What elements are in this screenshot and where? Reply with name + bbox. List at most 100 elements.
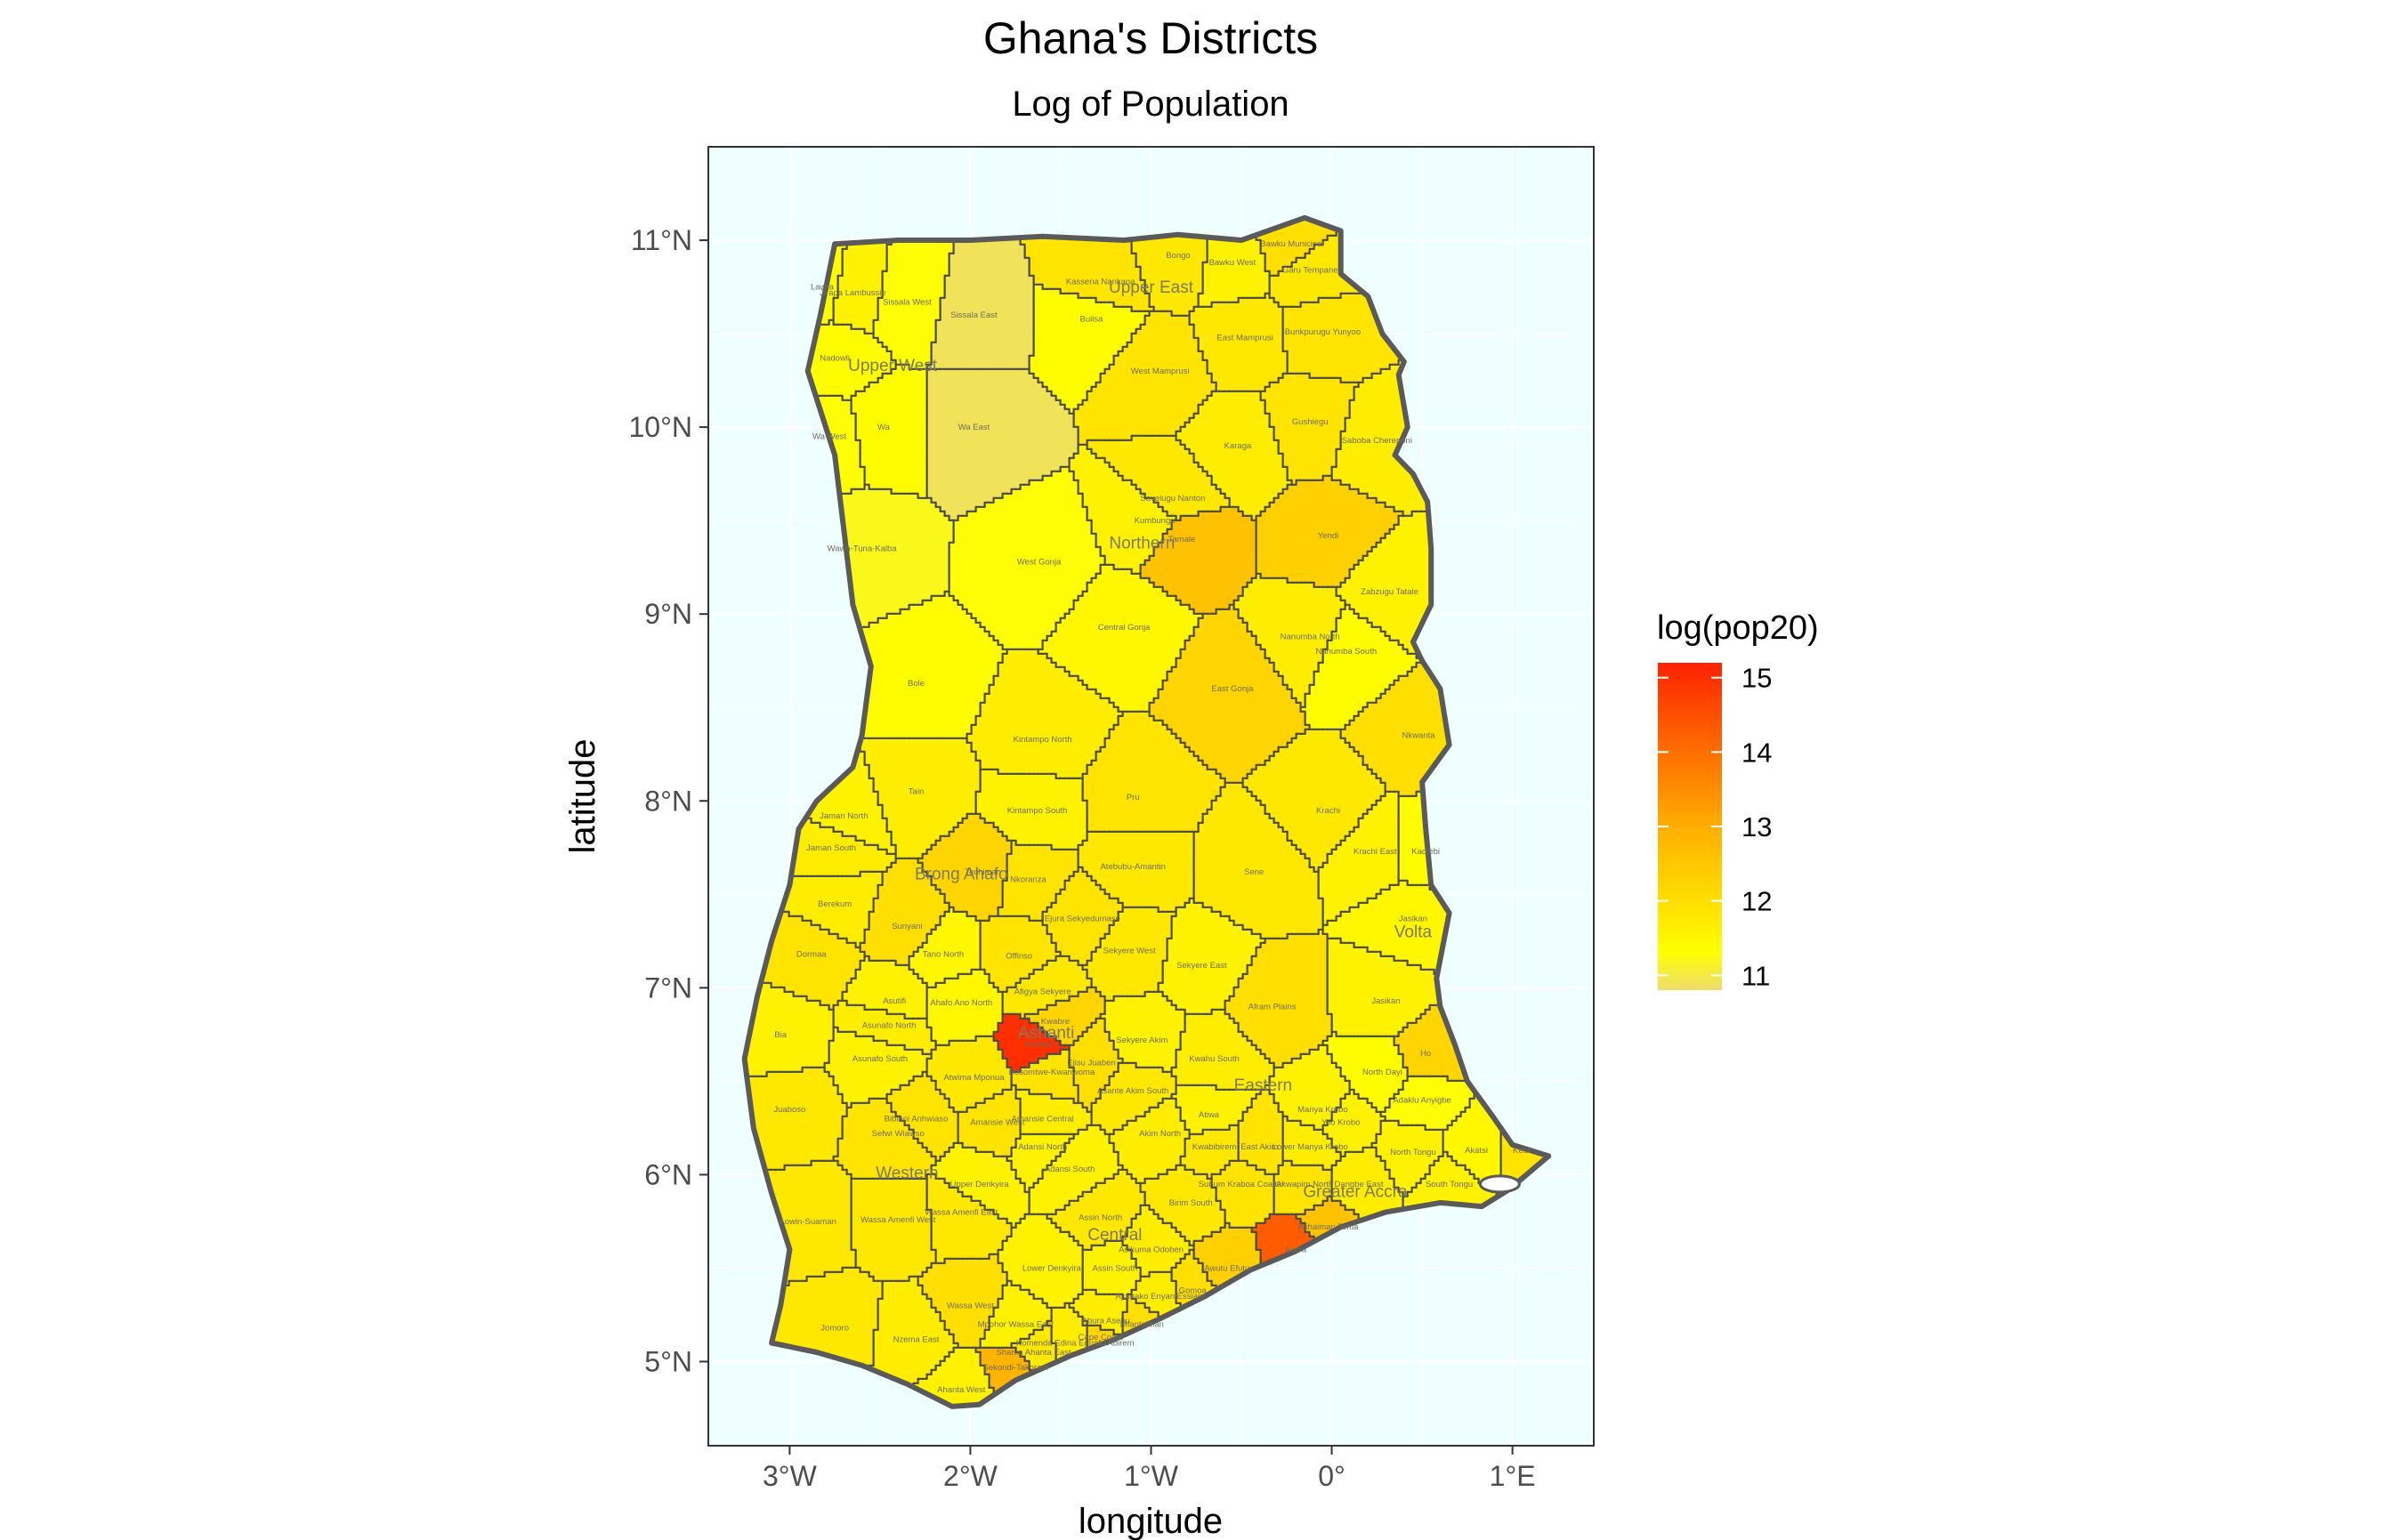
district-label: Wa West <box>812 432 846 442</box>
district-label: Wa <box>877 423 891 432</box>
y-tick-label: 9°N <box>644 598 692 630</box>
district-label: Akatsi <box>1465 1146 1488 1156</box>
district-label: Jomoro <box>820 1324 849 1334</box>
district-label: Ashaiman Tema <box>1298 1222 1360 1232</box>
district-label: Bongo <box>1166 251 1190 261</box>
district-label: Lawra <box>811 283 835 293</box>
district-label: Zabzugu Tatale <box>1361 587 1418 597</box>
district-label: Manya Krobo <box>1297 1105 1348 1115</box>
y-axis-ticks: 5°N 6°N 7°N 8°N 9°N 10°N 11°N <box>629 224 708 1377</box>
district-label: Sefwi Wiawso <box>872 1129 925 1139</box>
district-label: Nkwanta <box>1402 731 1436 741</box>
district-label: Kassena Nankana <box>1066 277 1135 286</box>
district-label: East Mamprusi <box>1216 333 1273 343</box>
y-tick-label: 8°N <box>644 785 692 817</box>
region-label: Upper East <box>1109 278 1194 297</box>
district-label: Adaklu Anyigbe <box>1393 1095 1451 1105</box>
district-label: Lower Denkyira <box>1022 1263 1082 1273</box>
legend-tick-label: 14 <box>1741 737 1772 768</box>
district-label: Jasikan <box>1399 915 1427 924</box>
x-tick-label: 1°W <box>1124 1460 1179 1492</box>
x-axis-title: longitude <box>1079 1502 1223 1540</box>
district-label: Garu Tempane <box>1282 266 1338 276</box>
district-label: Asunafo North <box>862 1020 917 1030</box>
district-label: Jasikan <box>1371 996 1400 1006</box>
district-label: Kintampo North <box>1014 735 1072 745</box>
district-label: Cape Coast <box>1079 1333 1124 1342</box>
district-label: Assin South <box>1093 1263 1138 1273</box>
district-label: North Tongu <box>1390 1148 1436 1157</box>
y-tick-label: 5°N <box>644 1345 692 1377</box>
district-label: Asante Akim South <box>1097 1086 1168 1096</box>
district-label: Sene <box>1244 867 1264 877</box>
x-axis-ticks: 3°W 2°W 1°W 0° 1°E <box>763 1446 1536 1492</box>
district-label: Mpohor Wassa East <box>978 1319 1055 1329</box>
district-label: West Gonja <box>1017 557 1062 567</box>
district-label: Pru <box>1127 793 1140 802</box>
district-label: Shama Ahanta East <box>997 1348 1071 1358</box>
district-label: Akim North <box>1139 1129 1181 1139</box>
district-label: Wassa Amenfi East <box>925 1207 998 1217</box>
keta-lagoon <box>1478 1174 1521 1194</box>
district-polygons <box>741 214 1552 1409</box>
district-label: Savelugu Nanton <box>1140 494 1205 504</box>
district-label: Ajumako Enyan Essiam <box>1115 1292 1204 1302</box>
region-label: Northern <box>1109 535 1175 553</box>
district-label: Abura Asebu <box>1082 1316 1130 1326</box>
district-label: Accra <box>1285 1245 1307 1254</box>
district-label: Sissala West <box>883 297 932 307</box>
legend-ticks: 15 14 13 12 11 <box>1658 663 1772 991</box>
district-label: Kumasi <box>1025 1039 1054 1049</box>
district-label: Bawku Municipal <box>1260 239 1323 249</box>
district-label: Jirapa Lambussie <box>820 288 885 298</box>
district-label: Yendi <box>1318 531 1338 541</box>
district-label: Gushiegu <box>1292 417 1329 427</box>
district-label: Keta <box>1513 1146 1531 1156</box>
district-label: Upper Denkyira <box>950 1180 1010 1189</box>
district-label: Jaman South <box>806 843 856 853</box>
y-tick-label: 10°N <box>629 411 693 443</box>
legend-tick-label: 12 <box>1741 886 1772 917</box>
district-label: Kwabre <box>1041 1017 1070 1027</box>
district-label: Karaga <box>1224 441 1252 451</box>
district-label: Atiwa <box>1199 1110 1220 1120</box>
district-label: Birim South <box>1169 1198 1213 1208</box>
district-label: Bawku West <box>1209 258 1257 268</box>
district-label: Kwahu South <box>1189 1054 1240 1064</box>
district-label: Aowin-Suaman <box>779 1217 836 1227</box>
district-label: Tano North <box>923 950 964 960</box>
district-label: Ahafo Ano North <box>930 998 992 1008</box>
district-label: Wassa West <box>947 1301 994 1310</box>
region-label: Western <box>876 1165 938 1183</box>
district-label: Asikuma Odoben <box>1119 1245 1184 1254</box>
district-label: Wa East <box>958 423 990 432</box>
district-label: Wassa Amenfi West <box>861 1215 936 1225</box>
legend-tick-label: 15 <box>1741 663 1772 694</box>
district-label: Bibiani Anhwiaso <box>885 1114 949 1124</box>
region-label: Brong Ahafo <box>915 865 1008 883</box>
district-label: Atwima Mponua <box>943 1073 1005 1083</box>
region-label: Eastern <box>1234 1076 1292 1095</box>
district-label: Asutifi <box>883 996 906 1006</box>
district-label: Builsa <box>1080 314 1104 324</box>
x-tick-label: 1°E <box>1490 1460 1536 1492</box>
district-label: Adansi North <box>1018 1142 1067 1152</box>
district-label: Lower Manya Krobo <box>1273 1142 1348 1152</box>
district-label: Komenda Edina Eguafo Abirem <box>1016 1338 1135 1348</box>
district-label: Yilo Krobo <box>1321 1118 1360 1128</box>
district-label: Sekyere Akim <box>1116 1036 1168 1045</box>
district-label: Mfantsiman <box>1120 1319 1164 1329</box>
district-label: Atebubu-Amantin <box>1100 862 1165 872</box>
y-tick-label: 11°N <box>631 224 692 256</box>
district-label: Juaboso <box>773 1105 805 1115</box>
district-label: Bia <box>774 1030 787 1040</box>
region-label: Greater Accra <box>1303 1183 1408 1202</box>
district-label: Awutu Efutu <box>1204 1263 1249 1273</box>
district-label: Gomoa <box>1179 1286 1208 1296</box>
y-tick-label: 6°N <box>644 1158 692 1190</box>
district-label: Asunafo South <box>852 1054 908 1064</box>
district-label: Krachi <box>1316 806 1340 816</box>
district-label: North Dayi <box>1362 1068 1402 1077</box>
x-tick-label: 0° <box>1318 1460 1345 1492</box>
